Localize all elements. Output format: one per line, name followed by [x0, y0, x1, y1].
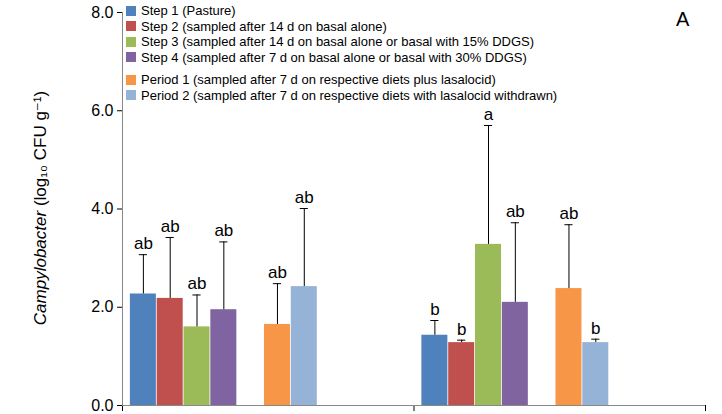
svg-text:ab: ab [506, 202, 525, 221]
html-text:Step 4 (sampled after 7 d on b: Step 4 (sampled after 7 d on basal alone… [141, 49, 527, 65]
svg-text:b: b [457, 320, 466, 339]
html-text:Period 2 (sampled after 7 d on: Period 2 (sampled after 7 d on respectiv… [141, 87, 558, 103]
svg-text:ab: ab [268, 263, 287, 282]
html-text:Period 1 (sampled after 7 d on: Period 1 (sampled after 7 d on respectiv… [141, 72, 496, 87]
html-text:Step 1 (Pasture): Step 1 (Pasture) [141, 3, 236, 18]
svg-text:b: b [430, 300, 439, 319]
svg-text:a: a [484, 105, 494, 124]
svg-text:0.0: 0.0 [91, 397, 113, 414]
svg-text:ab: ab [188, 274, 207, 293]
html-text:Campylobacter: Campylobacter [30, 210, 50, 326]
svg-text:ab: ab [214, 221, 233, 240]
svg-text:b: b [591, 319, 600, 338]
html-text:A: A [676, 8, 690, 30]
svg-text:ab: ab [560, 204, 579, 223]
svg-text:4.0: 4.0 [91, 200, 113, 217]
svg-text:ab: ab [161, 217, 180, 236]
svg-text:2.0: 2.0 [91, 298, 113, 315]
svg-text:6.0: 6.0 [91, 102, 113, 119]
html-text:Step 3 (sampled after 14 d on: Step 3 (sampled after 14 d on basal alon… [141, 34, 535, 49]
html-text:Step 2 (sampled after 14 d on: Step 2 (sampled after 14 d on basal alon… [141, 18, 387, 34]
html-text:(log₁₀ CFU g⁻¹): (log₁₀ CFU g⁻¹) [30, 90, 50, 211]
svg-text:ab: ab [134, 234, 153, 253]
svg-text:ab: ab [295, 188, 314, 207]
svg-text:8.0: 8.0 [91, 4, 113, 21]
